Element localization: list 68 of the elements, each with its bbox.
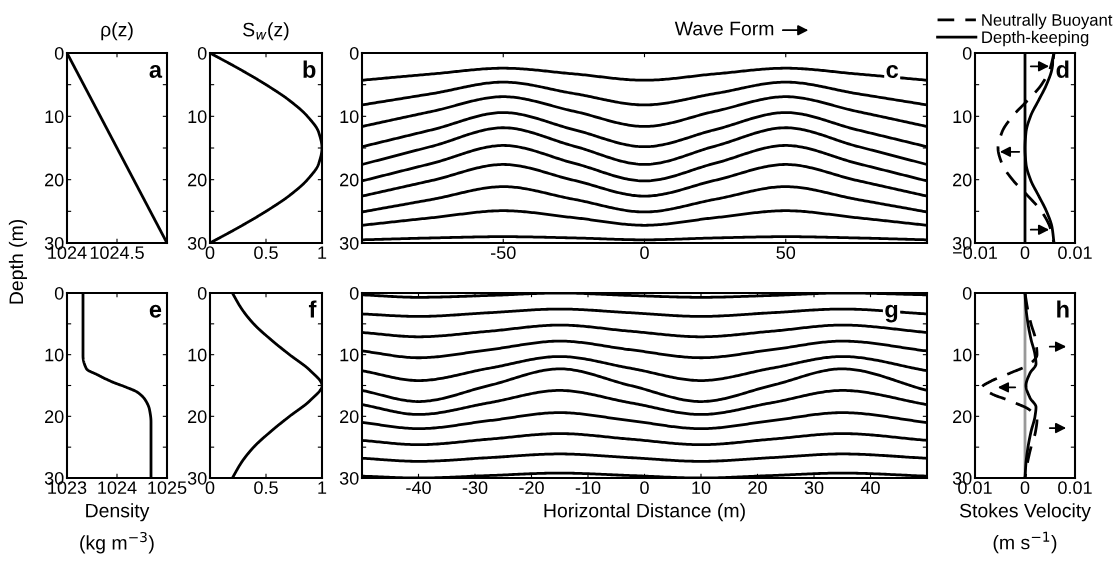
annotation: d — [1056, 60, 1069, 78]
x-axis-title: Stokes Velocity (m s$^{−1}$) — [959, 503, 1091, 554]
x-tick-label: 1 — [318, 246, 327, 259]
legend-label: Depth-keeping — [982, 30, 1089, 47]
x-axis-title: Horizontal Distance (m) — [544, 503, 745, 522]
x-tick-label: 1025 — [148, 481, 187, 495]
y-tick-label: 0 — [962, 46, 972, 60]
x-tick-label: 1024 — [98, 481, 137, 495]
y-tick-label: 10 — [953, 110, 972, 124]
annotation: b — [303, 60, 316, 78]
y-tick-label: 20 — [340, 410, 359, 424]
x-tick-label: 0 — [640, 246, 649, 260]
x-tick-label: 0.5 — [254, 246, 278, 260]
y-tick-label: 10 — [340, 110, 359, 124]
y-tick-label: 30 — [187, 471, 207, 485]
x-tick-label: 50 — [776, 246, 796, 260]
x-tick-label: -30 — [462, 481, 488, 495]
y-tick-label: 0 — [349, 286, 359, 300]
chart-title: ρ(z) — [101, 22, 133, 41]
y-tick-label: 0 — [349, 46, 359, 60]
y-tick-label: 10 — [953, 348, 972, 362]
annotation: a — [149, 65, 163, 78]
y-tick-label: 30 — [187, 236, 207, 250]
y-tick-label: 10 — [188, 348, 207, 362]
y-tick-label: 20 — [953, 173, 972, 187]
annotation: e — [149, 304, 162, 318]
text: Wave Form — [674, 21, 774, 36]
x-tick-label: 1024.5 — [90, 246, 144, 260]
y-tick-label: 0 — [962, 286, 972, 300]
chart-title: S$_{w}$(z) — [243, 22, 289, 41]
y-tick-label: 20 — [340, 173, 359, 187]
x-tick-label: 1 — [318, 481, 327, 494]
y-tick-label: 10 — [340, 348, 359, 362]
annotation: h — [1057, 300, 1069, 318]
x-tick-label: 40 — [860, 481, 880, 495]
y-tick-label: 30 — [339, 236, 359, 250]
y-tick-label: 10 — [45, 110, 64, 124]
x-tick-label: 20 — [748, 481, 767, 495]
x-tick-label: -50 — [491, 246, 516, 260]
legend-label: Neutrally Buoyant — [982, 13, 1113, 30]
y-tick-label: 10 — [45, 348, 64, 362]
x-tick-label: 0 — [640, 481, 649, 495]
y-tick-label: 20 — [188, 410, 207, 424]
y-tick-label: 20 — [188, 173, 207, 187]
y-tick-label: 0 — [54, 46, 64, 60]
x-tick-label: 30 — [804, 481, 824, 495]
y-tick-label: 30 — [339, 471, 359, 485]
x-tick-label: 0 — [1020, 481, 1030, 495]
y-tick-label: 0 — [197, 286, 207, 300]
x-axis-title: Density (kg m$^{−3}$) — [80, 503, 154, 554]
x-tick-label: 0.5 — [254, 481, 278, 495]
y-tick-label: 20 — [45, 173, 64, 187]
y-tick-label: 20 — [45, 410, 64, 424]
x-tick-label: 0.01 — [1058, 246, 1092, 260]
y-tick-label: 0 — [197, 46, 207, 60]
x-tick-label: -40 — [406, 481, 431, 495]
y-axis-title: Depth (m) — [8, 219, 27, 304]
x-tick-label: 0 — [1020, 246, 1030, 260]
y-tick-label: 10 — [188, 110, 207, 124]
annotation: c — [886, 65, 899, 78]
y-tick-label: 0 — [54, 286, 64, 300]
y-tick-label: 20 — [953, 410, 972, 424]
annotation: f — [308, 300, 317, 318]
x-tick-label: 10 — [692, 481, 711, 495]
x-tick-label: -20 — [519, 481, 544, 495]
x-tick-label: 0.01 — [1058, 481, 1092, 495]
annotation: g — [885, 304, 898, 323]
x-tick-label: -10 — [575, 481, 601, 495]
